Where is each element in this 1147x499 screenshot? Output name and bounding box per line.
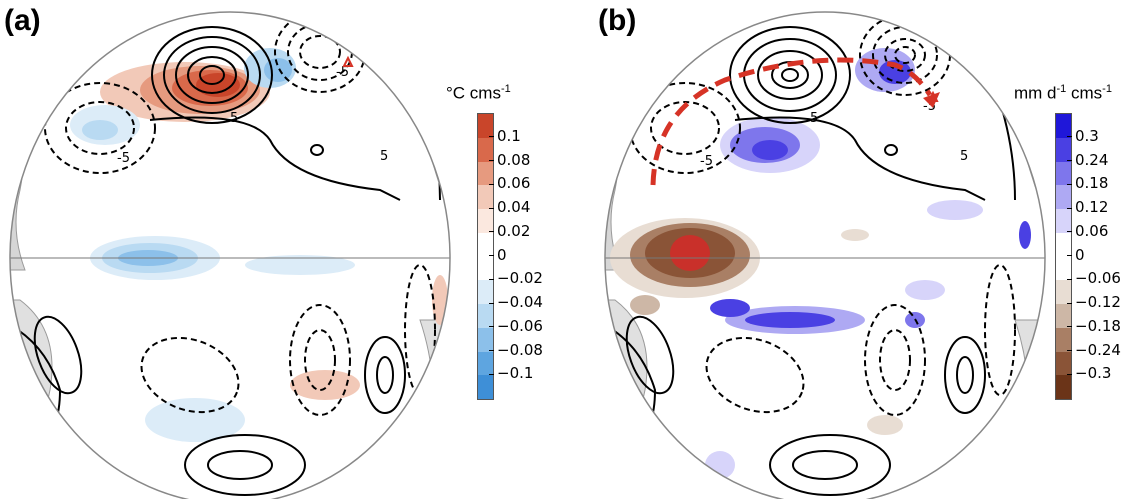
contour-label-group: 5 -5 -5 5 [117,65,388,166]
globe-map-b: 5 -5 -5 5 [604,11,1046,499]
colorbar-swatch [1056,280,1071,304]
colorbar-unit-exponent: -1 [1102,83,1112,95]
colorbar-swatch [478,304,493,328]
panel-label-b: (b) [598,4,637,37]
panel-label-a: (a) [4,4,41,37]
colorbar-swatch [478,114,493,138]
colorbar-a [477,113,494,400]
colorbar-swatch [478,351,493,376]
globe-map-a: 5 -5 -5 5 [9,11,451,499]
colorbar-unit-exponent: -1 [1056,83,1067,95]
colorbar-swatch [478,209,493,233]
colorbar-swatch [478,232,493,257]
colorbar-swatch [1056,185,1071,209]
colorbar-tick-label: −0.04 [489,293,543,311]
colorbar-swatch [1056,114,1071,138]
colorbar-tick-label: 0.24 [1066,150,1109,169]
colorbar-tick-label: 0.3 [1067,126,1099,145]
colorbar-swatch [1056,327,1071,352]
colorbar-swatch [1056,375,1071,399]
contour-label: 5 [960,149,968,164]
colorbar-tick-label: −0.06 [489,316,543,335]
colorbar-unit: mm d [1014,83,1057,103]
colorbar-title-b: mm d-1 cms-1 [1014,83,1112,104]
colorbar-tick-label: −0.1 [488,364,534,383]
contour-label: -5 [336,65,349,80]
colorbar-swatch [1056,161,1071,186]
wave-train-arrow [650,57,933,186]
colorbar-tick-label: 0.04 [488,198,531,216]
colorbar-swatch [478,375,493,399]
colorbar-unit: °C cms [446,83,501,103]
colorbar-tick-label: 0.08 [488,150,531,169]
colorbar-tick-label: 0.12 [1066,198,1109,216]
colorbar-swatch [478,280,493,304]
colorbar-tick-label: −0.02 [489,269,543,288]
colorbar-swatch [1056,209,1071,233]
colorbar-tick-label: −0.06 [1067,269,1121,288]
colorbar-swatch [1056,137,1071,162]
contour-label: 5 [810,111,818,126]
colorbar-swatch [478,137,493,162]
colorbar-tick-label: 0.06 [1066,221,1109,240]
precip-anomaly-shading [610,48,1031,479]
colorbar-b [1055,113,1072,400]
contour-label: -5 [117,151,130,166]
contour-lines [605,14,1016,496]
colorbar-unit-exponent: -1 [500,83,511,95]
colorbar-tick-label: 0.1 [489,126,521,145]
colorbar-tick-label: −0.12 [1067,293,1121,311]
colorbar-tick-label: −0.24 [1067,340,1121,359]
colorbar-swatch [1056,256,1071,281]
colorbar-tick-label: −0.3 [1066,364,1112,383]
colorbar-tick-label: −0.18 [1067,316,1121,335]
globe-outline [9,11,451,499]
contour-label: -5 [700,154,713,169]
source-marker [927,90,939,102]
contour-label: 5 [230,111,238,126]
contour-label-group: 5 -5 -5 5 [700,99,968,169]
contour-label: 5 [380,149,388,164]
source-marker [342,55,354,67]
colorbar-swatch [1056,304,1071,328]
globe-outline [604,11,1046,499]
colorbar-swatch [478,185,493,209]
colorbar-tick-label: 0.06 [488,174,531,193]
colorbar-tick-label: 0 [1067,245,1085,264]
colorbar-title-a: °C cms-1 [446,83,511,104]
colorbar-tick-label: 0 [489,245,507,264]
colorbar-swatch [1056,232,1071,257]
colorbar-swatch [478,256,493,281]
colorbar-tick-label: 0.02 [488,221,531,240]
colorbar-swatch [478,161,493,186]
colorbar-tick-label: −0.08 [489,340,543,359]
colorbar-swatch [478,327,493,352]
colorbar-tick-label: 0.18 [1066,174,1109,193]
colorbar-unit: cms [1066,83,1103,103]
colorbar-swatch [1056,351,1071,376]
